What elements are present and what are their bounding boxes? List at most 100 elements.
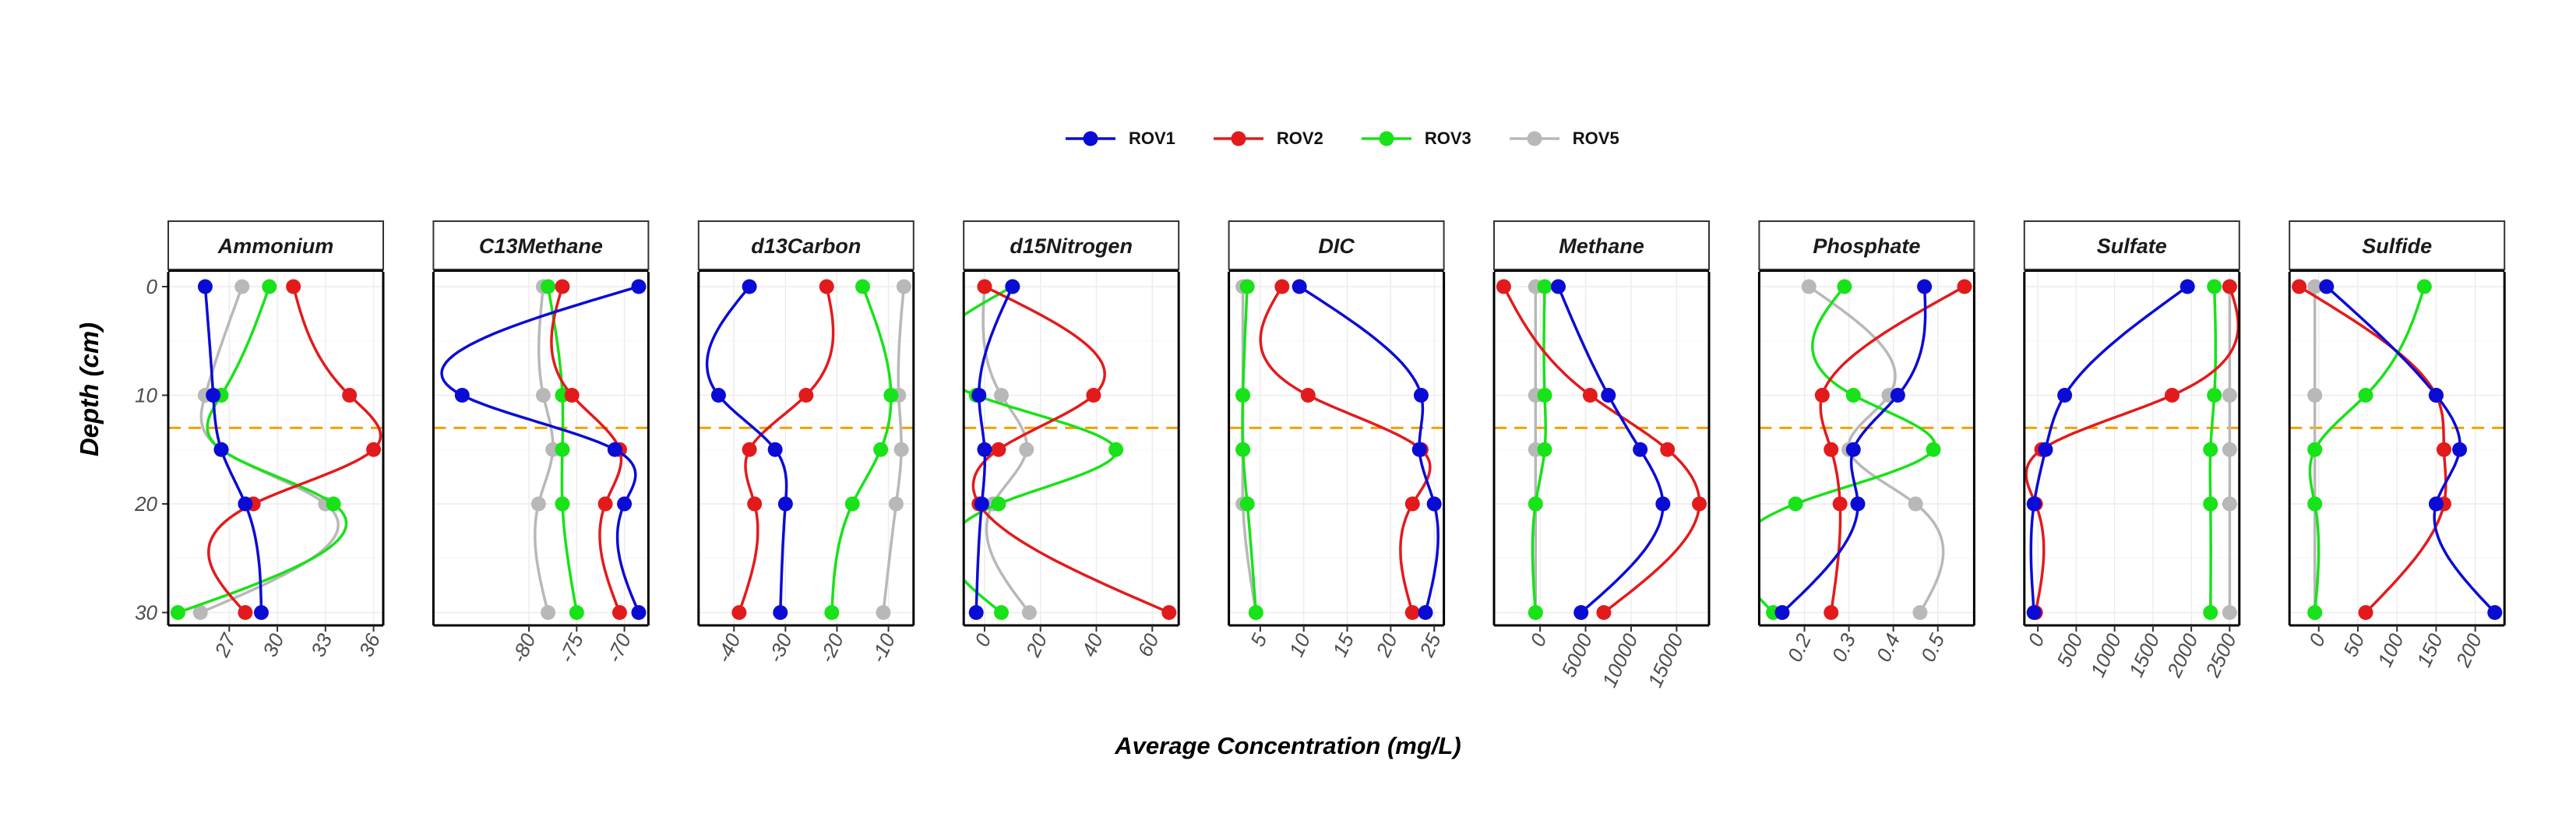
panel-title: C13Methane (479, 234, 603, 258)
data-point-rov5 (2307, 279, 2323, 294)
data-point-rov2 (2436, 442, 2451, 457)
x-tick-label: 25 (1415, 629, 1446, 660)
data-point-rov3 (1845, 388, 1861, 403)
data-point-rov1 (777, 496, 793, 512)
data-point-rov5 (1908, 496, 1923, 512)
x-tick-label: 2000 (2162, 629, 2203, 681)
panel-strip (1493, 220, 1710, 270)
legend-label: ROV3 (1424, 129, 1471, 148)
data-point-rov3 (2307, 605, 2323, 620)
data-point-rov1 (1601, 388, 1616, 403)
panel-c13methane: C13Methane -80 -75 -70 (432, 220, 650, 667)
x-tick-label: 10000 (1598, 629, 1643, 691)
x-tick-label: -30 (763, 629, 797, 666)
x-tick-label: 0.4 (1872, 630, 1905, 665)
x-tick-label: 20 (1020, 629, 1052, 660)
x-tick-label: 60 (1133, 629, 1164, 660)
data-point-rov5 (541, 605, 556, 620)
data-point-rov1 (253, 605, 269, 620)
data-point-rov3 (262, 279, 277, 294)
panel-series (1496, 279, 1707, 620)
x-tick-label: 50 (2338, 629, 2370, 660)
data-point-rov2 (1832, 496, 1848, 512)
panel-series (170, 279, 382, 620)
data-point-rov5 (530, 496, 546, 512)
data-point-rov1 (1292, 279, 1307, 294)
x-axis-title: Average Concentration (mg/L) (1115, 732, 1461, 759)
data-point-rov1 (1845, 442, 1861, 457)
panel-strip (2289, 220, 2506, 270)
panel-strip (963, 220, 1180, 270)
data-point-rov5 (192, 605, 208, 620)
panel-strip (697, 220, 914, 270)
x-tick-label: 0.2 (1782, 629, 1816, 665)
data-point-rov2 (342, 388, 358, 403)
x-tick-label: 20 (1371, 629, 1402, 660)
data-point-rov1 (213, 442, 229, 457)
panel-series (440, 279, 647, 620)
x-tick-label: -40 (712, 629, 745, 666)
x-tick-label: 36 (354, 629, 386, 660)
data-point-rov1 (2452, 442, 2468, 457)
data-point-rov1 (1413, 388, 1429, 403)
legend-label: ROV1 (1129, 129, 1175, 148)
x-tick-label: -70 (602, 629, 636, 666)
data-point-rov5 (2222, 605, 2237, 620)
data-point-rov2 (1496, 279, 1511, 294)
data-point-rov3 (2203, 496, 2218, 512)
panel-grid (168, 272, 383, 625)
data-point-rov3 (2207, 388, 2222, 403)
x-tick-label: 15 (1328, 629, 1359, 660)
x-tick-label: 1500 (2124, 629, 2165, 681)
x-tick-label: -75 (555, 629, 588, 666)
data-point-rov1 (617, 496, 633, 512)
data-point-rov1 (631, 279, 647, 294)
legend-item-rov5: ROV5 (1507, 127, 1619, 150)
data-point-rov2 (1660, 442, 1676, 457)
legend-item-rov3: ROV3 (1359, 127, 1471, 150)
data-point-rov3 (991, 496, 1006, 512)
x-tick-label: 0 (2023, 629, 2049, 650)
y-axis-title: Depth (cm) (47, 234, 132, 545)
panel-series (964, 279, 1177, 620)
data-point-rov1 (977, 442, 992, 457)
x-tick-label: 100 (2373, 629, 2409, 670)
data-point-rov1 (238, 496, 253, 512)
panel-title: Sulfide (2362, 234, 2432, 258)
panel-title: Sulfate (2097, 234, 2167, 258)
data-point-rov2 (1957, 279, 1972, 294)
data-point-rov3 (2203, 442, 2218, 457)
data-point-rov1 (742, 279, 757, 294)
x-tick-label: 500 (2052, 629, 2088, 670)
data-point-rov2 (977, 279, 992, 294)
data-point-rov1 (206, 388, 221, 403)
data-point-rov5 (876, 605, 891, 620)
data-point-rov3 (994, 605, 1009, 620)
data-point-rov2 (611, 605, 627, 620)
data-point-rov1 (968, 605, 984, 620)
data-point-rov2 (819, 279, 834, 294)
panel-title: d15Nitrogen (1010, 234, 1133, 258)
data-point-rov2 (1404, 605, 1420, 620)
data-point-rov2 (731, 605, 747, 620)
data-point-rov2 (1596, 605, 1612, 620)
panel-d15nitrogen: d15Nitrogen 0 20 40 60 (962, 220, 1180, 661)
x-tick-label: 0 (970, 629, 996, 650)
data-point-rov1 (2026, 605, 2042, 620)
x-tick-label: 5 (1246, 629, 1272, 650)
data-point-rov1 (773, 605, 788, 620)
data-point-rov1 (2038, 442, 2053, 457)
data-point-rov1 (631, 605, 647, 620)
data-point-rov1 (1850, 496, 1866, 512)
data-point-rov1 (2026, 496, 2042, 512)
data-point-rov3 (1248, 605, 1263, 620)
data-point-rov1 (1917, 279, 1933, 294)
data-point-rov3 (1235, 442, 1251, 457)
data-point-rov1 (2487, 605, 2503, 620)
data-point-rov3 (1926, 442, 1941, 457)
data-point-rov3 (170, 605, 185, 620)
legend-item-rov2: ROV2 (1211, 127, 1323, 150)
data-point-rov5 (234, 279, 250, 294)
data-point-rov2 (991, 442, 1006, 457)
